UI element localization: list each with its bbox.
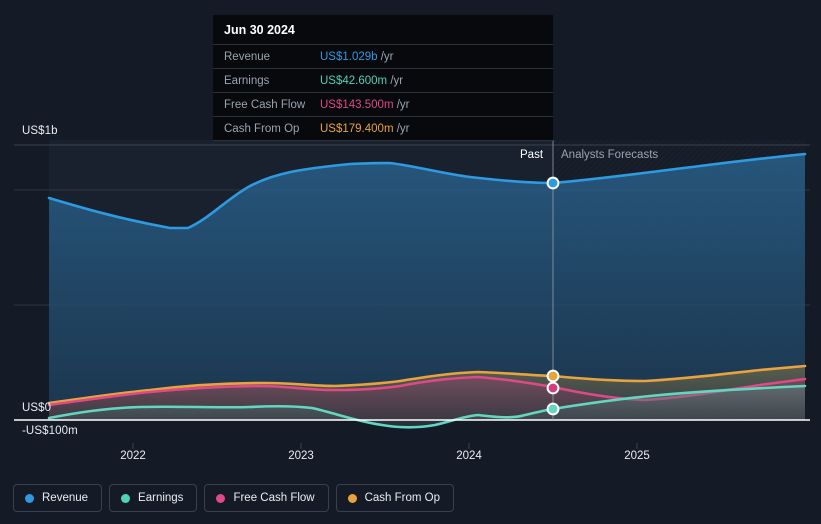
series-area-revenue xyxy=(49,154,805,420)
x-axis-label-2022: 2022 xyxy=(120,450,146,462)
tooltip-key-earnings: Earnings xyxy=(224,74,270,87)
forecast-region-label: Analysts Forecasts xyxy=(561,149,659,161)
legend-item-earnings[interactable]: Earnings xyxy=(109,484,198,512)
tooltip-amount-free-cash-flow: US$143.500m xyxy=(320,98,394,111)
legend-label-cash-from-op: Cash From Op xyxy=(364,492,441,504)
y-axis-label-neg100m: -US$100m xyxy=(22,425,78,437)
tooltip-key-free-cash-flow: Free Cash Flow xyxy=(224,98,306,111)
marker-free-cash-flow[interactable] xyxy=(546,381,560,395)
tooltip-amount-cash-from-op: US$179.400m xyxy=(320,122,394,135)
tooltip-value-cash-from-op: US$179.400m /yr xyxy=(320,123,410,135)
tooltip-value-revenue: US$1.029b /yr xyxy=(320,51,394,63)
legend-item-revenue[interactable]: Revenue xyxy=(13,484,103,512)
legend-label-revenue: Revenue xyxy=(42,492,89,504)
tooltip-unit-free-cash-flow: /yr xyxy=(393,98,410,111)
tooltip-key-cash-from-op: Cash From Op xyxy=(224,122,300,135)
marker-revenue[interactable] xyxy=(546,176,560,190)
legend-item-cash-from-op[interactable]: Cash From Op xyxy=(335,484,455,512)
x-axis-label-2024: 2024 xyxy=(456,450,482,462)
tooltip-unit-revenue: /yr xyxy=(377,50,394,63)
tooltip-key-revenue: Revenue xyxy=(224,50,271,63)
legend-dot-cash-from-op-icon xyxy=(347,493,357,503)
tooltip-value-earnings: US$42.600m /yr xyxy=(320,75,403,87)
tooltip-row-cash-from-op: Cash From Op US$179.400m /yr xyxy=(213,116,553,141)
tooltip-value-free-cash-flow: US$143.500m /yr xyxy=(320,99,410,111)
y-axis-label-zero: US$0 xyxy=(22,402,52,414)
tooltip-unit-earnings: /yr xyxy=(387,74,404,87)
tooltip-row-earnings: Earnings US$42.600m /yr xyxy=(213,68,553,92)
tooltip-amount-earnings: US$42.600m xyxy=(320,74,388,87)
legend-label-free-cash-flow: Free Cash Flow xyxy=(233,492,315,504)
legend-item-free-cash-flow[interactable]: Free Cash Flow xyxy=(204,484,329,512)
data-point-tooltip: Jun 30 2024 Revenue US$1.029b /yr Earnin… xyxy=(213,15,553,141)
series-line-revenue xyxy=(47,152,807,230)
tooltip-unit-cash-from-op: /yr xyxy=(393,122,410,135)
y-axis-label-1b: US$1b xyxy=(22,125,58,137)
marker-earnings[interactable] xyxy=(546,402,560,416)
tooltip-row-free-cash-flow: Free Cash Flow US$143.500m /yr xyxy=(213,92,553,116)
series-line-cash-from-op xyxy=(47,364,807,405)
legend-dot-free-cash-flow-icon xyxy=(216,493,226,503)
legend-dot-revenue-icon xyxy=(25,493,34,503)
x-axis-label-2023: 2023 xyxy=(288,450,314,462)
tooltip-amount-revenue: US$1.029b xyxy=(320,50,378,63)
series-area-earnings xyxy=(49,386,805,428)
legend-label-earnings: Earnings xyxy=(138,492,184,504)
legend-dot-earnings-icon xyxy=(121,493,131,503)
tooltip-date: Jun 30 2024 xyxy=(224,23,295,37)
chart-legend: Revenue Earnings Free Cash Flow Cash Fro… xyxy=(13,484,455,512)
marker-cash-from-op[interactable] xyxy=(546,369,560,383)
x-axis-label-2025: 2025 xyxy=(624,450,650,462)
past-region-label: Past xyxy=(520,149,544,161)
tooltip-row-revenue: Revenue US$1.029b /yr xyxy=(213,44,553,68)
series-line-earnings xyxy=(47,384,807,429)
